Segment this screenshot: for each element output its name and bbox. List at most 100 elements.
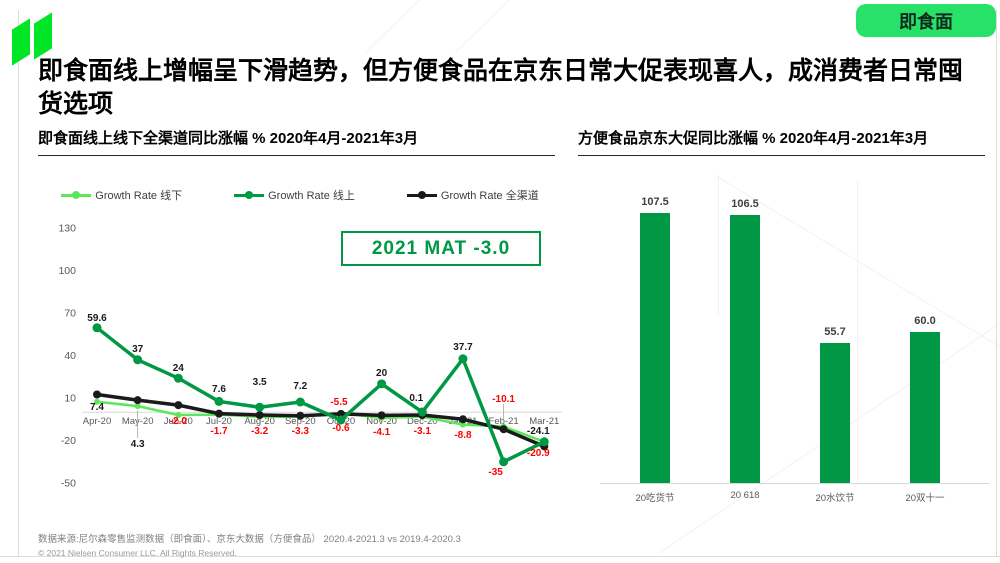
mat-annotation: 2021 MAT -3.0 xyxy=(341,231,541,266)
bar-group: 60.0 20双十一 xyxy=(880,195,970,504)
bar-value-label: 107.5 xyxy=(641,196,669,208)
bar-category-label: 20双十一 xyxy=(905,493,945,504)
data-label: -0.6 xyxy=(332,423,350,434)
data-point xyxy=(499,457,509,467)
watermark-line xyxy=(718,175,719,315)
data-point xyxy=(92,323,102,333)
series-line-1 xyxy=(95,326,546,464)
legend-label-omnichannel: Growth Rate 全渠道 xyxy=(440,190,539,202)
x-tick-label: Apr-20 xyxy=(83,416,112,427)
data-label: -3.1 xyxy=(414,426,432,437)
data-point xyxy=(255,411,264,420)
data-label: 7.4 xyxy=(90,402,104,413)
bar-group: 107.5 20吃货节 xyxy=(610,195,700,504)
data-point xyxy=(133,355,143,365)
y-tick-label: 70 xyxy=(64,308,76,320)
bar-group: 106.5 20 618 xyxy=(700,195,790,501)
category-badge: 即食面 xyxy=(856,4,996,37)
legend-item-offline: Growth Rate 线下 xyxy=(61,187,182,203)
bar-category-label: 20吃货节 xyxy=(635,493,675,504)
data-point xyxy=(94,398,100,405)
bar-chart-baseline xyxy=(600,483,990,484)
bar xyxy=(730,215,760,483)
data-point xyxy=(336,415,346,425)
x-tick-label: Jun-20 xyxy=(164,416,193,427)
slide-border-bottom xyxy=(0,556,1000,557)
data-point xyxy=(458,354,468,364)
legend-marker-online xyxy=(234,191,265,199)
logo-stroke xyxy=(34,12,52,60)
data-label: -4.1 xyxy=(373,427,391,438)
data-point xyxy=(377,411,386,420)
data-point xyxy=(134,403,141,410)
copyright-note: © 2021 Nielsen Consumer LLC. All Rights … xyxy=(38,548,238,558)
x-tick-label: Jul-20 xyxy=(206,416,232,427)
data-label: -8.8 xyxy=(454,430,472,441)
bar-group: 55.7 20水饮节 xyxy=(790,195,880,504)
data-point xyxy=(214,409,223,418)
bar-category-label: 20水饮节 xyxy=(815,493,855,504)
data-label: -5.5 xyxy=(330,397,348,408)
logo-stroke xyxy=(12,18,30,66)
bar-value-label: 60.0 xyxy=(914,315,936,327)
legend-item-online: Growth Rate 线上 xyxy=(234,187,355,203)
x-tick-label: Sep-20 xyxy=(285,416,316,427)
data-label: 7.2 xyxy=(293,381,307,392)
bar xyxy=(640,213,670,483)
left-chart-title: 即食面线上线下全渠道同比涨幅 % 2020年4月-2021年3月 xyxy=(38,127,555,156)
watermark-line xyxy=(365,0,421,53)
data-point xyxy=(93,390,101,399)
legend-marker-omnichannel xyxy=(406,191,437,199)
legend-item-omnichannel: Growth Rate 全渠道 xyxy=(406,187,539,203)
data-label: -2.0 xyxy=(170,416,188,427)
slide-border-left xyxy=(18,10,19,556)
data-point xyxy=(175,412,182,419)
data-label: 20 xyxy=(376,368,388,379)
data-point xyxy=(173,373,183,383)
data-label: 3.5 xyxy=(253,377,267,388)
data-point xyxy=(539,437,549,447)
footer: 数据来源:尼尔森零售监测数据（即食面）、京东大数据（方便食品） 2020.4-2… xyxy=(38,531,461,558)
right-chart-title: 方便食品京东大促同比涨幅 % 2020年4月-2021年3月 xyxy=(578,127,985,156)
legend-label-offline: Growth Rate 线下 xyxy=(95,190,183,202)
data-point xyxy=(133,396,142,405)
data-point xyxy=(214,396,224,406)
y-tick-label: 40 xyxy=(64,350,76,362)
data-label: 7.6 xyxy=(212,384,226,395)
bar-value-label: 106.5 xyxy=(731,198,759,210)
data-label: 24 xyxy=(173,363,185,374)
x-tick-label: Dec-20 xyxy=(407,416,438,427)
bar xyxy=(820,343,850,483)
watermark-line xyxy=(455,0,511,53)
data-point xyxy=(499,425,508,434)
data-label: 59.6 xyxy=(87,313,107,324)
data-label: -35 xyxy=(488,467,503,478)
bar xyxy=(910,332,940,483)
data-label: -10.1 xyxy=(492,394,515,405)
x-tick-label: Nov-20 xyxy=(366,416,397,427)
legend-marker-offline xyxy=(61,191,92,199)
data-label: -24.1 xyxy=(527,426,550,437)
x-tick-label: Aug-20 xyxy=(244,416,275,427)
data-point xyxy=(296,411,305,420)
data-label: -1.7 xyxy=(210,426,228,437)
y-tick-label: 10 xyxy=(64,393,76,405)
data-point xyxy=(458,415,467,424)
data-label: 0.1 xyxy=(409,393,423,404)
bar-value-label: 55.7 xyxy=(824,326,846,338)
legend-label-online: Growth Rate 线上 xyxy=(268,190,355,202)
data-label: -20.9 xyxy=(527,448,550,459)
data-label: 4.3 xyxy=(131,439,145,450)
data-point xyxy=(174,401,183,410)
data-point xyxy=(255,402,265,412)
y-tick-label: 130 xyxy=(58,223,76,235)
y-tick-label: -50 xyxy=(61,478,76,490)
bar-category-label: 20 618 xyxy=(730,490,760,501)
data-label: 37 xyxy=(132,344,144,355)
bar-chart: 107.5 20吃货节 106.5 20 618 55.7 20水饮节 60.0 20双十一 xyxy=(610,195,970,504)
data-label: -3.3 xyxy=(292,426,310,437)
line-chart-legend: Growth Rate 线下 Growth Rate 线上 Growth Rat… xyxy=(35,187,565,203)
series-line-2 xyxy=(96,392,545,448)
page-title: 即食面线上增幅呈下滑趋势，但方便食品在京东日常大促表现喜人，成消费者日常囤货选项 xyxy=(38,57,964,118)
